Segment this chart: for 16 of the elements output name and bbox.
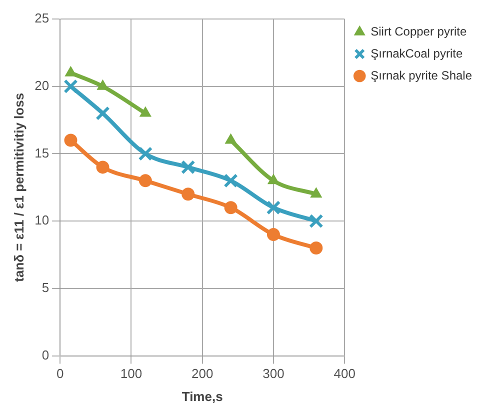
y-tick-label: 5 xyxy=(42,280,50,296)
legend-label: Siirt Copper pyrite xyxy=(370,24,467,38)
legend-label: Şırnak pyrite Shale xyxy=(370,68,472,82)
x-tick-label: 200 xyxy=(191,366,214,382)
y-tick-label: 20 xyxy=(34,78,50,93)
x-tick-label: 400 xyxy=(334,366,356,382)
y-axis-title: tanδ = ε11 / ε1 permitivitiy loss xyxy=(11,92,26,282)
x-tick-label: 100 xyxy=(120,366,142,382)
y-tick-label: 0 xyxy=(42,347,50,362)
x-axis-title: Time,s xyxy=(182,388,223,404)
y-tick-label: 25 xyxy=(34,10,50,26)
y-tick-label: 10 xyxy=(34,212,50,228)
x-tick-label: 300 xyxy=(262,366,284,382)
x-tick-label: 0 xyxy=(56,366,64,382)
legend-label: ŞırnakCoal pyrite xyxy=(370,46,463,60)
y-tick-label: 15 xyxy=(34,145,50,160)
